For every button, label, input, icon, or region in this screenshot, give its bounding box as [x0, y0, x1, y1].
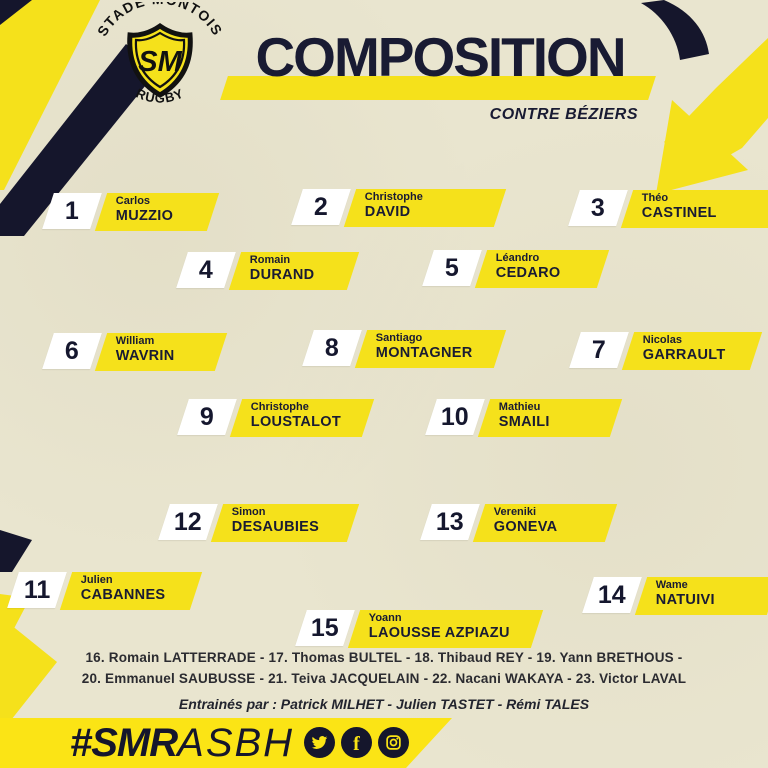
player-last-name: GONEVA — [493, 519, 558, 535]
player-entry-11: 11 Julien CABANNES — [7, 572, 203, 610]
footer-yellow-band — [0, 718, 452, 768]
player-first-name: Nicolas — [642, 334, 682, 346]
player-entry-9: 9 Christophe LOUSTALOT — [177, 399, 375, 437]
player-last-name: LOUSTALOT — [250, 414, 342, 430]
player-entry-13: 13 Vereniki GONEVA — [420, 504, 618, 542]
player-last-name: LAOUSSE AZPIAZU — [368, 625, 510, 641]
player-first-name: Simon — [231, 506, 266, 518]
player-entry-12: 12 Simon DESAUBIES — [158, 504, 360, 542]
player-entry-8: 8 Santiago MONTAGNER — [302, 330, 506, 368]
player-name-tag: Wame NATUIVI — [634, 577, 768, 615]
player-last-name: CEDARO — [495, 265, 561, 281]
player-entry-5: 5 Léandro CEDARO — [422, 250, 610, 288]
player-number: 3 — [568, 190, 628, 226]
player-last-name: GARRAULT — [642, 347, 726, 363]
player-last-name: CABANNES — [80, 587, 166, 603]
player-number: 4 — [176, 252, 236, 288]
player-first-name: Yoann — [368, 612, 402, 624]
page-title: COMPOSITION — [255, 26, 626, 88]
player-name-tag: Christophe DAVID — [343, 189, 507, 227]
player-last-name: DAVID — [364, 204, 411, 220]
player-entry-2: 2 Christophe DAVID — [291, 189, 507, 227]
player-number: 8 — [302, 330, 362, 366]
player-last-name: NATUIVI — [655, 592, 715, 608]
social-icons: f — [304, 727, 409, 758]
player-number: 13 — [420, 504, 480, 540]
player-last-name: WAVRIN — [115, 348, 175, 364]
player-entry-3: 3 Théo CASTINEL — [568, 190, 768, 228]
player-number: 9 — [177, 399, 237, 435]
player-first-name: Carlos — [115, 195, 151, 207]
player-first-name: Vereniki — [493, 506, 537, 518]
player-first-name: Théo — [641, 192, 669, 204]
player-name-tag: Julien CABANNES — [59, 572, 203, 610]
footer-bar: #SMRASBH f — [0, 718, 768, 768]
player-last-name: MONTAGNER — [375, 345, 473, 361]
player-number: 2 — [291, 189, 351, 225]
player-number: 7 — [569, 332, 629, 368]
player-last-name: MUZZIO — [115, 208, 174, 224]
player-number: 15 — [295, 610, 355, 646]
player-name-tag: Léandro CEDARO — [474, 250, 610, 288]
player-last-name: DESAUBIES — [231, 519, 320, 535]
twitter-icon[interactable] — [304, 727, 335, 758]
facebook-icon[interactable]: f — [341, 727, 372, 758]
player-last-name: CASTINEL — [641, 205, 717, 221]
player-first-name: Julien — [80, 574, 113, 586]
player-last-name: SMAILI — [498, 414, 550, 430]
player-name-tag: Santiago MONTAGNER — [354, 330, 506, 368]
hashtag: #SMRASBH — [70, 719, 294, 767]
player-first-name: Christophe — [364, 191, 423, 203]
player-name-tag: Yoann LAOUSSE AZPIAZU — [347, 610, 544, 648]
player-number: 10 — [425, 399, 485, 435]
hashtag-bold: #SMR — [70, 721, 178, 765]
player-first-name: Santiago — [375, 332, 423, 344]
player-entry-6: 6 William WAVRIN — [42, 333, 228, 371]
player-first-name: Christophe — [250, 401, 309, 413]
coaches-line: Entrainés par : Patrick MILHET - Julien … — [178, 696, 590, 712]
player-last-name: DURAND — [249, 267, 315, 283]
player-first-name: Mathieu — [498, 401, 541, 413]
instagram-icon[interactable] — [378, 727, 409, 758]
player-entry-10: 10 Mathieu SMAILI — [425, 399, 623, 437]
player-first-name: Romain — [249, 254, 291, 266]
player-name-tag: Christophe LOUSTALOT — [229, 399, 375, 437]
player-number: 12 — [158, 504, 218, 540]
player-number: 11 — [7, 572, 67, 608]
player-first-name: William — [115, 335, 155, 347]
player-name-tag: Nicolas GARRAULT — [621, 332, 763, 370]
player-name-tag: Vereniki GONEVA — [472, 504, 618, 542]
player-name-tag: William WAVRIN — [94, 333, 228, 371]
player-number: 5 — [422, 250, 482, 286]
player-number: 14 — [582, 577, 642, 613]
player-number: 1 — [42, 193, 102, 229]
title-block: COMPOSITION CONTRE BÉZIERS — [180, 26, 700, 123]
player-first-name: Wame — [655, 579, 688, 591]
player-name-tag: Simon DESAUBIES — [210, 504, 360, 542]
substitutes-line-1: 16. Romain LATTERRADE - 17. Thomas BULTE… — [85, 650, 683, 665]
player-name-tag: Mathieu SMAILI — [477, 399, 623, 437]
player-name-tag: Carlos MUZZIO — [94, 193, 220, 231]
substitutes-line-2: 20. Emmanuel SAUBUSSE - 21. Teiva JACQUE… — [81, 671, 687, 686]
player-name-tag: Théo CASTINEL — [620, 190, 768, 228]
player-number: 6 — [42, 333, 102, 369]
player-first-name: Léandro — [495, 252, 540, 264]
player-entry-7: 7 Nicolas GARRAULT — [569, 332, 763, 370]
page-subtitle: CONTRE BÉZIERS — [489, 106, 638, 123]
hashtag-light: ASBH — [177, 721, 295, 765]
player-entry-14: 14 Wame NATUIVI — [582, 577, 768, 615]
player-entry-1: 1 Carlos MUZZIO — [42, 193, 220, 231]
player-name-tag: Romain DURAND — [228, 252, 360, 290]
player-entry-4: 4 Romain DURAND — [176, 252, 360, 290]
player-entry-15: 15 Yoann LAOUSSE AZPIAZU — [295, 610, 544, 648]
